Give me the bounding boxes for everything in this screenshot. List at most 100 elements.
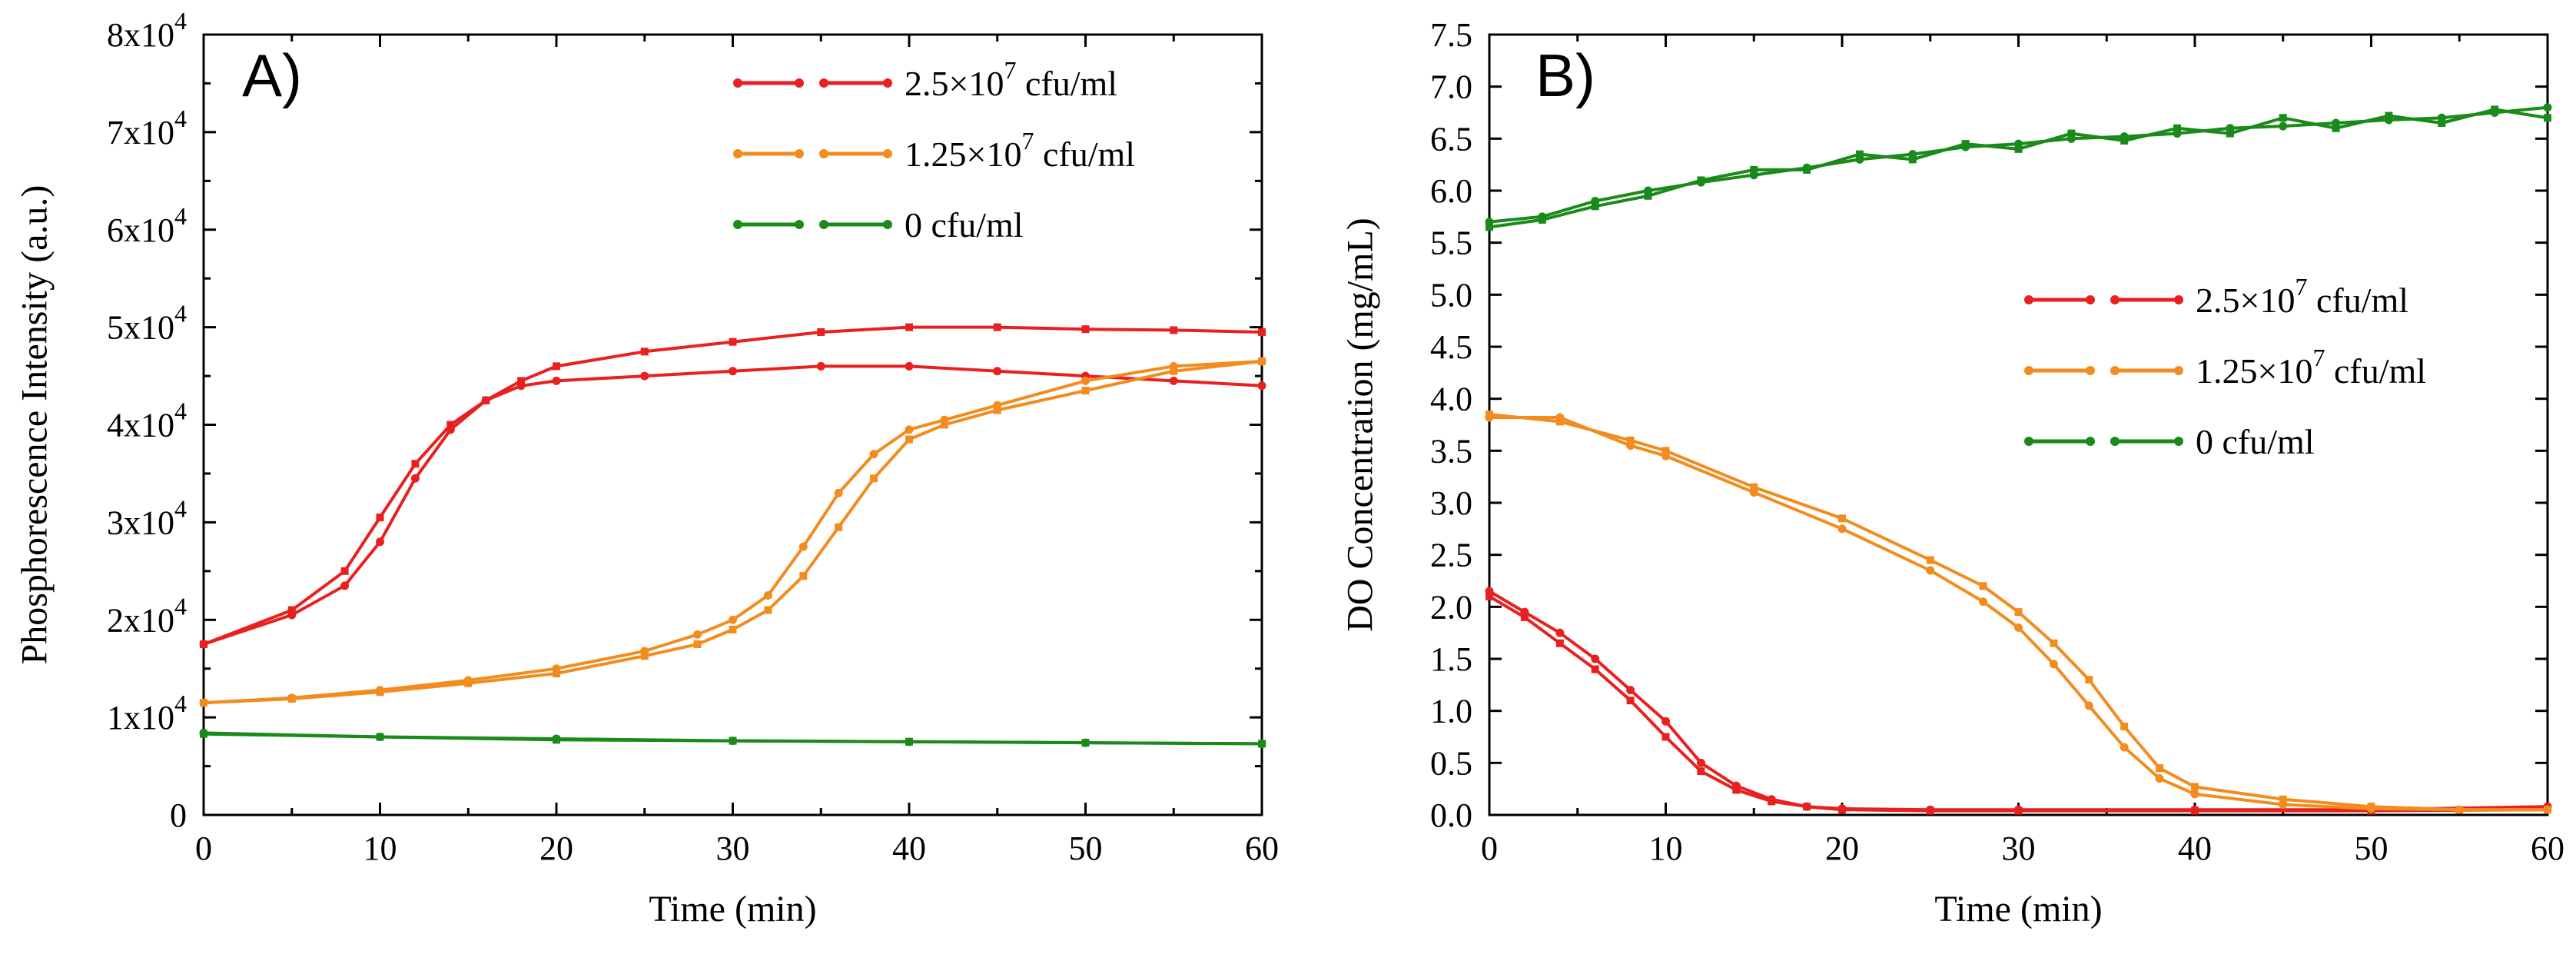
data-point — [1962, 140, 1970, 148]
data-point — [729, 367, 737, 375]
y-tick-label: 5.0 — [1430, 276, 1472, 314]
legend-item: 0 cfu/ml — [2024, 422, 2315, 461]
x-tick-label: 0 — [195, 830, 212, 867]
legend-marker — [2024, 366, 2033, 375]
data-point — [2014, 623, 2023, 632]
y-tick-label: 0.5 — [1430, 744, 1472, 782]
data-point — [2191, 790, 2199, 798]
legend-label: 0 cfu/ml — [905, 205, 1024, 244]
panel-label: A) — [242, 42, 302, 109]
y-tick-label: 0.0 — [1430, 796, 1472, 834]
data-point — [553, 362, 560, 370]
data-point — [994, 406, 1001, 414]
data-point — [1082, 739, 1090, 747]
y-tick-label: 4.0 — [1430, 381, 1472, 418]
legend-label-exponent: 7 — [1021, 127, 1034, 155]
data-point — [729, 338, 737, 346]
legend-label: 0 cfu/ml — [2196, 422, 2315, 461]
data-point — [1768, 797, 1775, 805]
data-point — [1556, 417, 1564, 425]
data-point — [993, 367, 1001, 375]
y-tick-label: 2x104 — [107, 592, 187, 639]
y-tick-label: 6.0 — [1430, 172, 1472, 210]
data-point — [835, 489, 843, 497]
series-0 — [200, 362, 1266, 649]
data-point — [341, 567, 349, 575]
data-point — [553, 377, 561, 385]
series-0 — [1486, 587, 2552, 814]
y-tick-label: 7x104 — [107, 105, 187, 151]
data-point — [2120, 137, 2128, 145]
data-point — [2015, 145, 2023, 153]
data-point — [2368, 803, 2375, 810]
y-tick-label: 2.0 — [1430, 588, 1472, 626]
legend-marker — [883, 78, 892, 88]
legend-item: 2.5×107 cfu/ml — [2024, 273, 2408, 320]
y-tick-label-exponent: 4 — [174, 300, 187, 328]
data-point — [2491, 105, 2498, 113]
legend-marker — [2110, 295, 2120, 304]
y-tick-label-exponent: 4 — [174, 7, 187, 35]
data-point — [2455, 806, 2463, 813]
y-tick-label: 1.5 — [1430, 640, 1472, 678]
y-tick-label-base: 1x10 — [107, 699, 174, 737]
data-point — [288, 695, 296, 703]
data-point — [2385, 112, 2392, 120]
data-point — [2279, 114, 2287, 121]
data-point — [1170, 367, 1177, 375]
data-point — [200, 730, 207, 738]
data-point — [2544, 103, 2552, 111]
y-tick-label: 5.5 — [1430, 224, 1472, 262]
legend-label-base: 1.25×10 — [905, 135, 1021, 174]
legend-label-exponent: 7 — [1004, 56, 1016, 84]
data-point — [1082, 387, 1090, 394]
data-point — [817, 328, 825, 336]
data-point — [2544, 806, 2551, 813]
legend-marker — [795, 78, 804, 88]
data-point — [640, 372, 649, 381]
data-point — [377, 514, 384, 521]
y-tick-label: 3.0 — [1430, 484, 1472, 522]
y-axis-title: DO Concentration (mg/mL) — [1340, 218, 1381, 632]
data-point — [1486, 223, 1493, 231]
legend: 2.5×107 cfu/ml1.25×107 cfu/ml0 cfu/ml — [733, 56, 1135, 244]
data-point — [340, 581, 349, 590]
data-point — [2050, 640, 2057, 647]
data-point — [411, 474, 420, 483]
legend-label-base: 2.5×10 — [905, 64, 1004, 103]
data-point — [941, 421, 948, 429]
x-tick-label: 40 — [2178, 830, 2212, 867]
legend-marker — [819, 78, 828, 88]
y-tick-label: 1x104 — [107, 690, 187, 737]
data-point — [446, 421, 454, 429]
data-point — [2120, 723, 2128, 730]
x-tick-label: 10 — [1649, 830, 1683, 867]
data-point — [2120, 743, 2129, 752]
y-tick-label: 6x104 — [107, 202, 187, 249]
y-tick-label-exponent: 4 — [174, 592, 187, 620]
x-axis-title: Time (min) — [649, 889, 816, 929]
data-point — [799, 572, 807, 580]
data-point — [835, 524, 842, 531]
y-tick-label-base: 3x10 — [107, 504, 174, 541]
y-tick-label: 4x104 — [107, 397, 187, 444]
data-point — [870, 474, 878, 482]
data-point — [1539, 216, 1546, 224]
data-point — [2438, 119, 2445, 127]
legend-item: 0 cfu/ml — [733, 205, 1024, 244]
data-point — [729, 626, 737, 633]
series-line — [1489, 109, 2548, 227]
legend-marker — [2024, 295, 2033, 304]
x-axis-title: Time (min) — [1934, 889, 2102, 929]
data-point — [1927, 807, 1934, 815]
y-tick-label: 7.5 — [1430, 16, 1472, 54]
legend-marker — [2024, 437, 2033, 446]
data-point — [1803, 166, 1811, 174]
data-point — [2067, 130, 2075, 138]
y-tick-label-base: 8x10 — [107, 16, 174, 54]
data-point — [377, 733, 384, 741]
data-point — [1697, 767, 1705, 775]
data-point — [905, 362, 914, 371]
y-tick-label-exponent: 4 — [174, 690, 187, 717]
legend-label-unit: cfu/ml — [1016, 64, 1117, 103]
